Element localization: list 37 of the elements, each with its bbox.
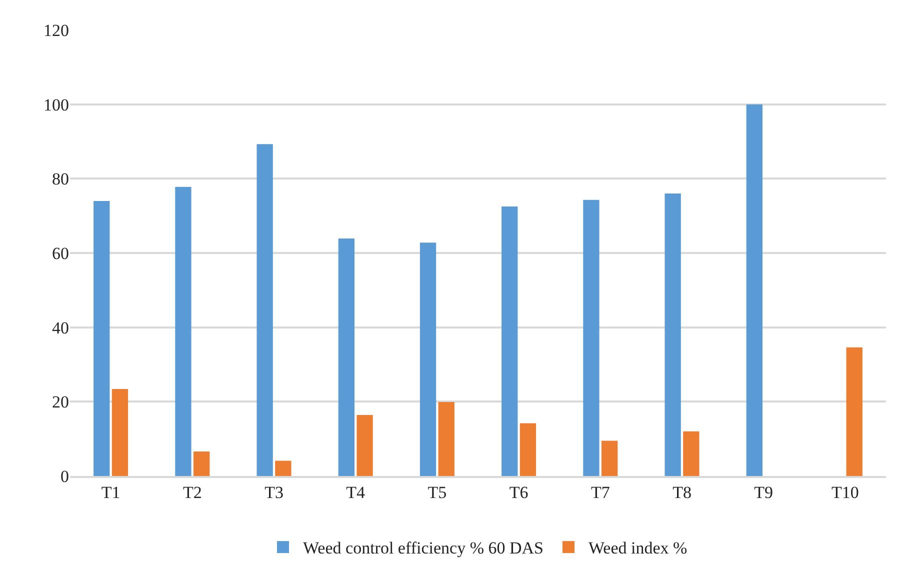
bar — [94, 200, 110, 476]
bar — [502, 206, 518, 476]
x-tick-label: T3 — [264, 483, 284, 502]
legend-label: Weed control efficiency % 60 DAS — [303, 538, 544, 558]
x-tick-label: T9 — [754, 483, 774, 502]
bar — [664, 194, 681, 476]
bar — [420, 242, 436, 476]
bar — [356, 415, 373, 476]
y-tick-label: 60 — [52, 244, 69, 263]
bar — [112, 389, 128, 476]
bar — [602, 440, 618, 476]
x-tick-label: T5 — [428, 483, 447, 502]
x-tick-label: T8 — [672, 483, 692, 502]
bar — [846, 347, 862, 476]
y-tick-label: 120 — [44, 20, 69, 40]
bar — [338, 238, 354, 476]
y-tick-label: 0 — [60, 466, 69, 486]
x-tick-label: T1 — [101, 483, 120, 502]
x-tick-label: T10 — [832, 483, 859, 502]
bar — [520, 423, 536, 476]
y-tick-label: 80 — [52, 170, 69, 189]
x-tick-label: T7 — [590, 483, 610, 502]
y-tick-label: 40 — [52, 318, 69, 338]
bar — [583, 200, 600, 476]
bar — [175, 186, 192, 476]
bar — [746, 104, 762, 476]
bar — [256, 144, 273, 476]
x-tick-label: T4 — [346, 483, 366, 502]
y-tick-label: 20 — [52, 392, 69, 412]
x-tick-label: T6 — [509, 483, 528, 502]
bar — [438, 402, 454, 476]
bar — [275, 460, 292, 476]
bar — [683, 431, 700, 476]
y-tick-label: 100 — [44, 95, 69, 114]
bar — [194, 451, 210, 476]
legend-label: Weed index % — [588, 538, 688, 558]
x-tick-label: T2 — [182, 483, 202, 502]
